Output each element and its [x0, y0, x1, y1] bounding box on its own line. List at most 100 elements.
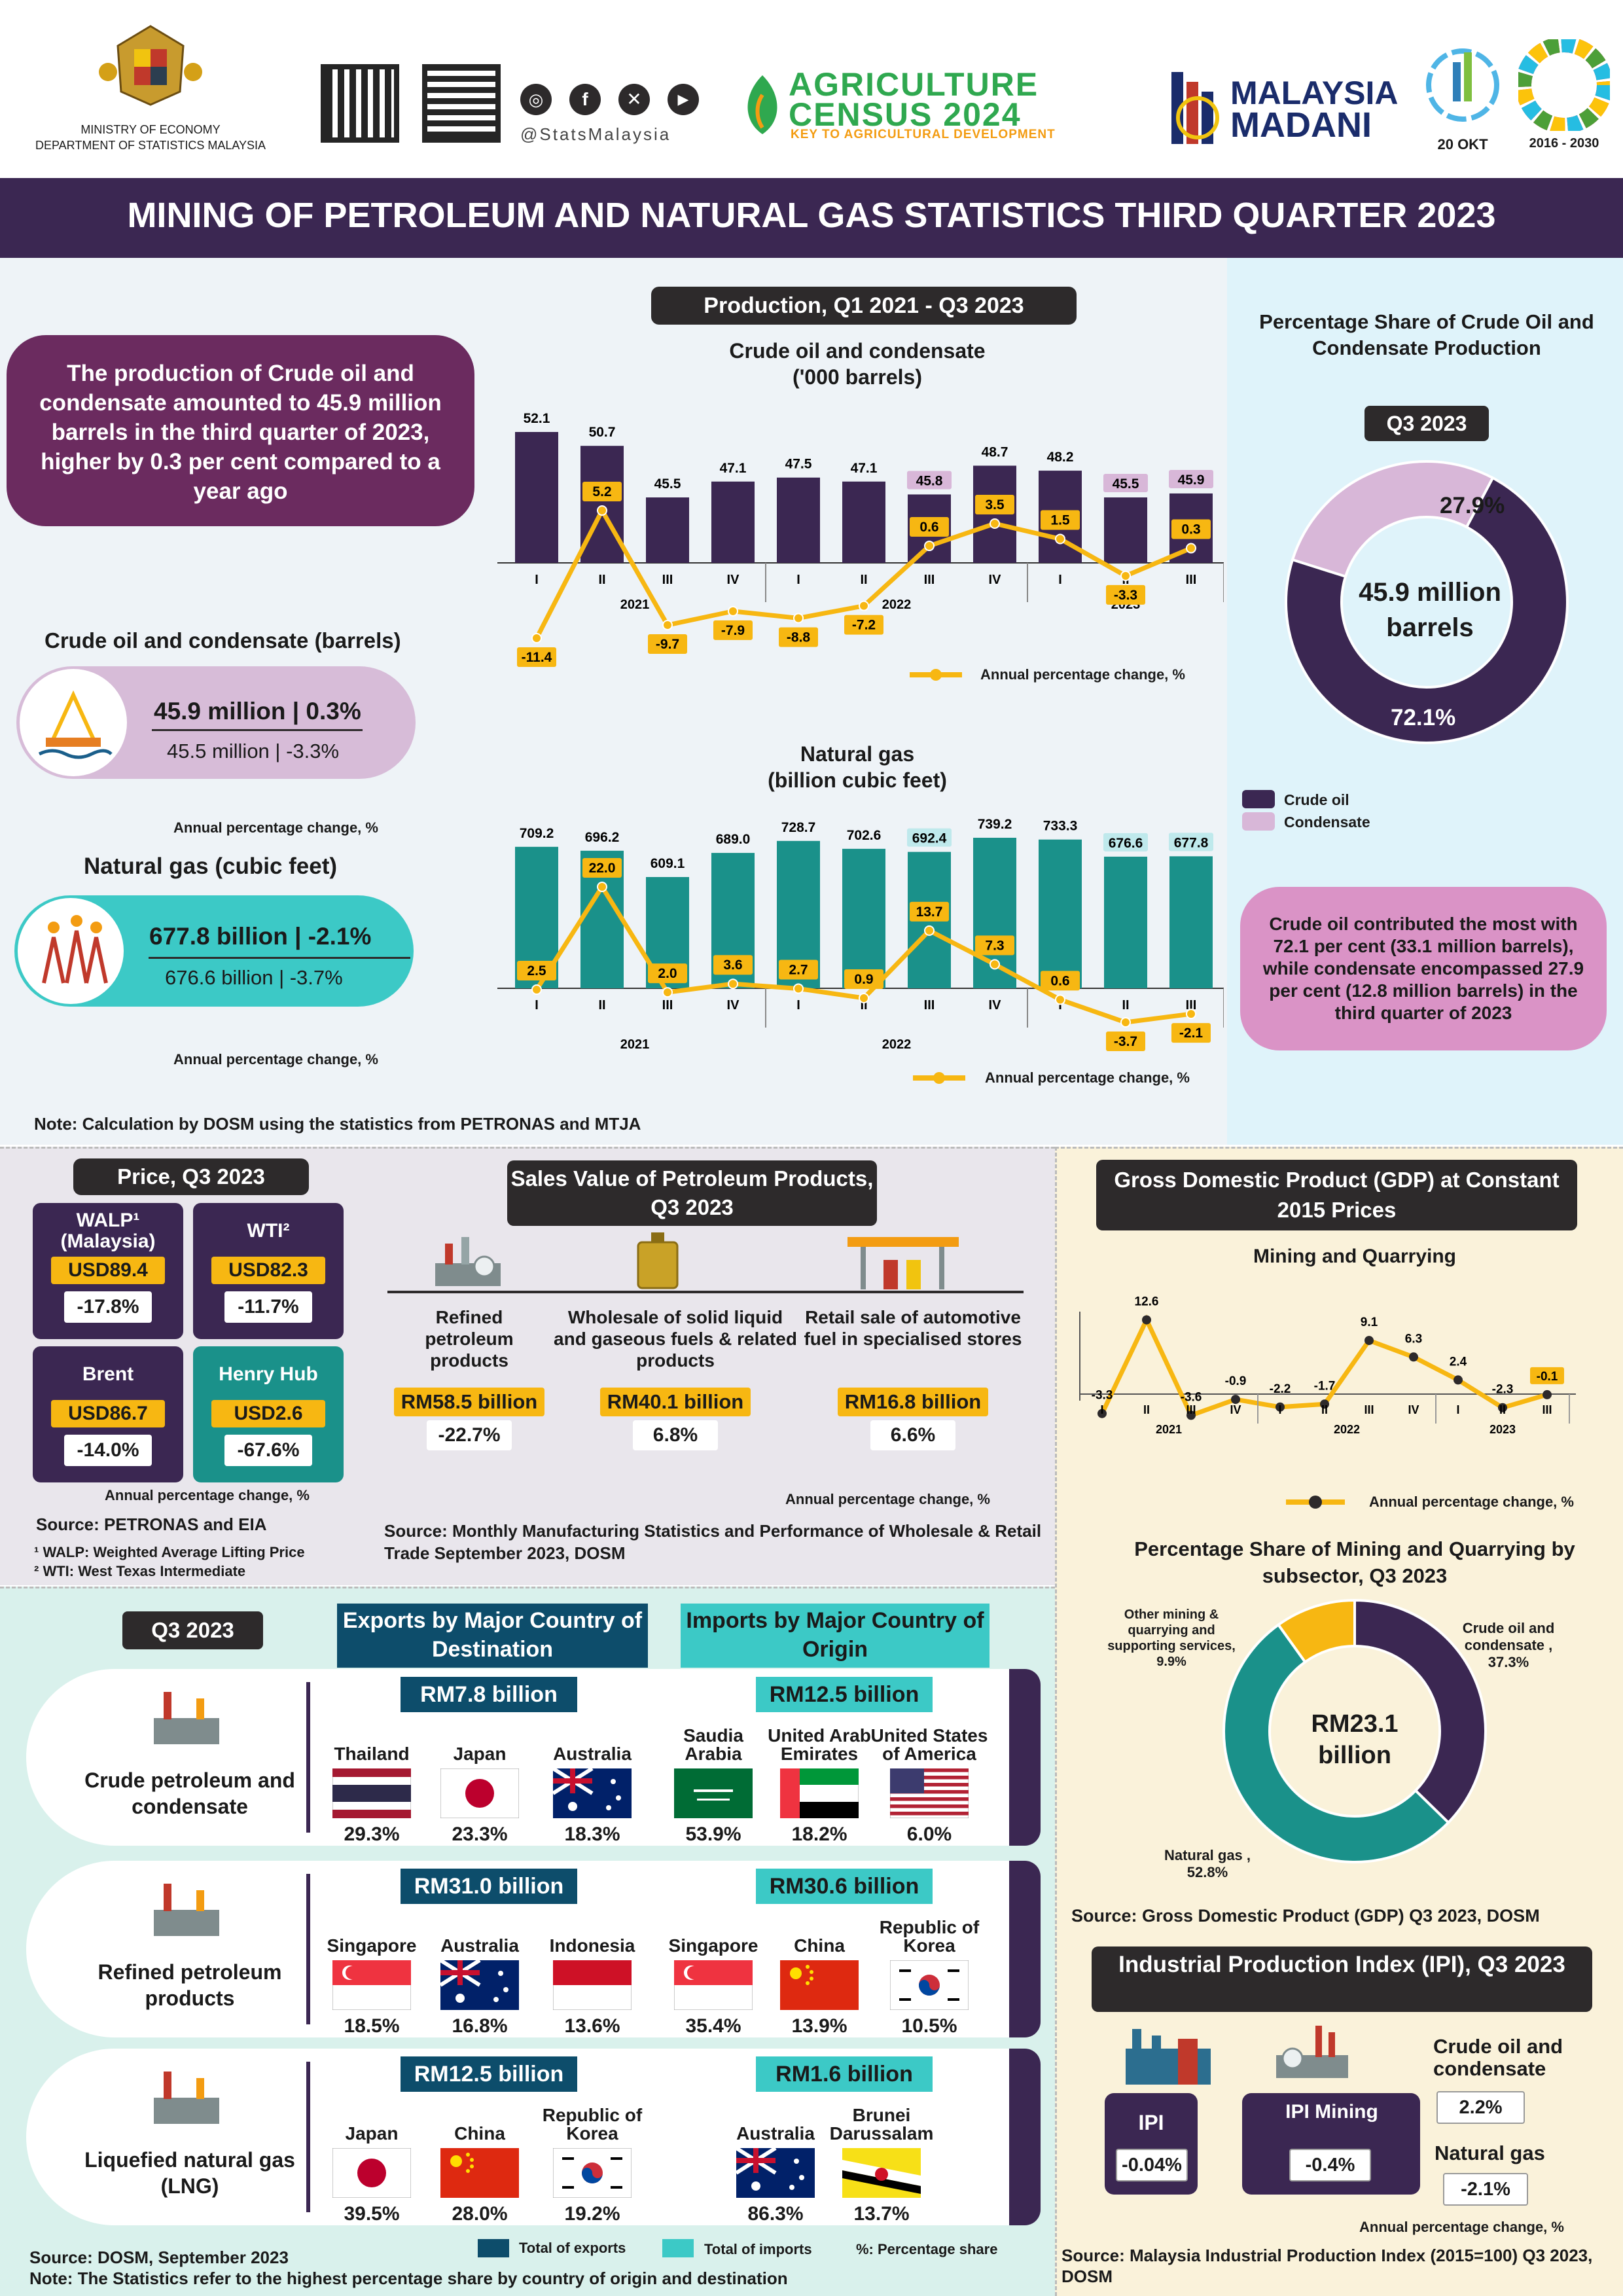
flag-part — [694, 1789, 733, 1792]
donut-slice — [1285, 476, 1569, 744]
bar-value-label: 47.1 — [720, 461, 747, 476]
import-total: RM12.5 billion — [756, 1677, 933, 1712]
bar-value-text: 48.2 — [1047, 450, 1074, 465]
apc-point — [597, 882, 607, 892]
bar-value-text: 45.8 — [916, 473, 943, 488]
qr-code-1[interactable] — [321, 64, 399, 143]
x-tick-label: II — [1122, 998, 1129, 1013]
flag-ae-icon — [780, 1768, 859, 1818]
crude-heading: Crude oil and condensate (barrels) — [45, 628, 401, 653]
bar-value-label: 676.6 — [1103, 833, 1148, 852]
bar-value-label: 689.0 — [716, 832, 751, 847]
price-name: Henry Hub — [219, 1363, 318, 1385]
price-source: Source: PETRONAS and EIA — [36, 1515, 267, 1534]
department-name: DEPARTMENT OF STATISTICS MALAYSIA — [35, 139, 266, 152]
bar-label-highlight — [1169, 833, 1213, 852]
icon-part — [164, 1884, 171, 1911]
instagram-icon[interactable]: ◎ — [520, 84, 552, 115]
x-tick-label: IV — [989, 998, 1002, 1013]
bar-value-label: 702.6 — [847, 828, 882, 843]
price-value: USD82.3 — [211, 1257, 325, 1284]
x-tick-label: III — [924, 573, 935, 587]
flag-part — [611, 1779, 616, 1784]
flag-part — [842, 2170, 921, 2194]
gdp-title: Gross Domestic Product (GDP) at Constant… — [1096, 1160, 1577, 1230]
import-total: RM30.6 billion — [756, 1869, 933, 1904]
gas-chart-title: Natural gas — [800, 742, 915, 766]
gdp-label-other: Other mining & quarrying and supporting … — [1107, 1607, 1236, 1669]
bar-value-text: 47.1 — [720, 461, 747, 476]
product-icon — [154, 1692, 219, 1744]
export-total: RM31.0 billion — [401, 1869, 577, 1904]
flag-part — [800, 1802, 859, 1818]
icon-part — [196, 2078, 204, 2099]
flag-jp-icon — [332, 2148, 411, 2198]
imp-country-pct: 18.2% — [791, 1823, 847, 1845]
fuel-can-icon — [637, 1232, 679, 1289]
gdp-value-text: -2.2 — [1270, 1382, 1291, 1396]
facebook-icon[interactable]: f — [569, 84, 601, 115]
gdp-line-chart: -3.3I12.6II-3.6III-0.9IV-2.2I-1.7II9.1II… — [1079, 1295, 1576, 1436]
bar-value-label: 733.3 — [1043, 819, 1078, 834]
exp-country-name: Australia — [553, 1744, 632, 1764]
bar-value-label: 728.7 — [781, 820, 816, 835]
share-title: Percentage Share of Crude Oil and Conden… — [1259, 310, 1594, 359]
x-tick-label: II — [598, 998, 605, 1013]
x-icon[interactable]: ✕ — [618, 84, 650, 115]
flag-part — [780, 1768, 800, 1818]
x-tick-label: I — [796, 573, 800, 587]
gdp-point — [1275, 1402, 1285, 1412]
sales-apc: Annual percentage change, % — [785, 1491, 990, 1507]
flag-part — [799, 2175, 804, 2180]
trade-product-name: Crude petroleum and condensate — [84, 1768, 295, 1818]
census-line2: CENSUS 2024 — [789, 96, 1022, 133]
apc-point — [728, 605, 738, 617]
qr-code-2[interactable] — [422, 64, 501, 143]
apc-point — [924, 541, 935, 552]
crude-prev-value: 45.5 million | -3.3% — [167, 740, 340, 762]
x-tick-label: III — [662, 573, 673, 587]
apc-label: -3.7 — [1106, 1031, 1145, 1051]
flag-part — [890, 1768, 924, 1793]
flag-au-icon — [736, 2148, 815, 2198]
imp-country-name: Singapore — [668, 1935, 758, 1956]
crude-share-donut — [1285, 460, 1569, 744]
flag-part — [611, 2186, 622, 2189]
price-footnote-2: ² WTI: West Texas Intermediate — [34, 1563, 246, 1579]
flag-part — [440, 2148, 519, 2198]
apc-label-box — [713, 955, 753, 975]
apc-label-box — [1171, 1023, 1211, 1043]
ipi-gas-label: Natural gas — [1435, 2142, 1545, 2164]
apc-label-text: 2.0 — [658, 966, 677, 981]
flag-part — [899, 1969, 911, 1972]
apc-label: 3.5 — [975, 494, 1014, 514]
flag-part — [616, 1795, 621, 1801]
bar-value-text: 52.1 — [524, 411, 550, 426]
apc-point — [597, 505, 607, 516]
legend-cond-swatch — [1242, 812, 1275, 831]
imp-country-name: Australia — [736, 2123, 815, 2144]
bar-value-label: 48.2 — [1047, 450, 1074, 465]
gdp-point — [1454, 1375, 1463, 1385]
legend-exports-swatch — [478, 2239, 509, 2257]
youtube-icon[interactable]: ▶ — [668, 84, 699, 115]
flag-part — [899, 1998, 911, 2001]
bar — [646, 497, 689, 563]
apc-label-box — [779, 627, 818, 647]
gdp-label-gas: Natural gas , 52.8% — [1164, 1847, 1251, 1880]
apc-label-box — [844, 615, 883, 635]
trade-pill: Q3 2023 — [122, 1611, 263, 1649]
gdp-x-tick: III — [1364, 1403, 1374, 1416]
bar-value-text: 47.1 — [851, 461, 878, 476]
year-label: 2022 — [882, 598, 912, 612]
exp-country-name: Republic of Korea — [542, 2105, 643, 2144]
header: MINISTRY OF ECONOMY DEPARTMENT OF STATIS… — [0, 0, 1623, 177]
flag-part — [794, 2159, 799, 2164]
flag-part — [948, 1969, 959, 1972]
flag-th-icon — [332, 1768, 411, 1818]
flag-id-icon — [553, 1960, 632, 2010]
legend-imports-label: Total of imports — [704, 2241, 812, 2257]
flag-jp-icon — [440, 1768, 519, 1818]
flag-part — [751, 2181, 760, 2191]
apc-label: 2.0 — [648, 963, 687, 984]
